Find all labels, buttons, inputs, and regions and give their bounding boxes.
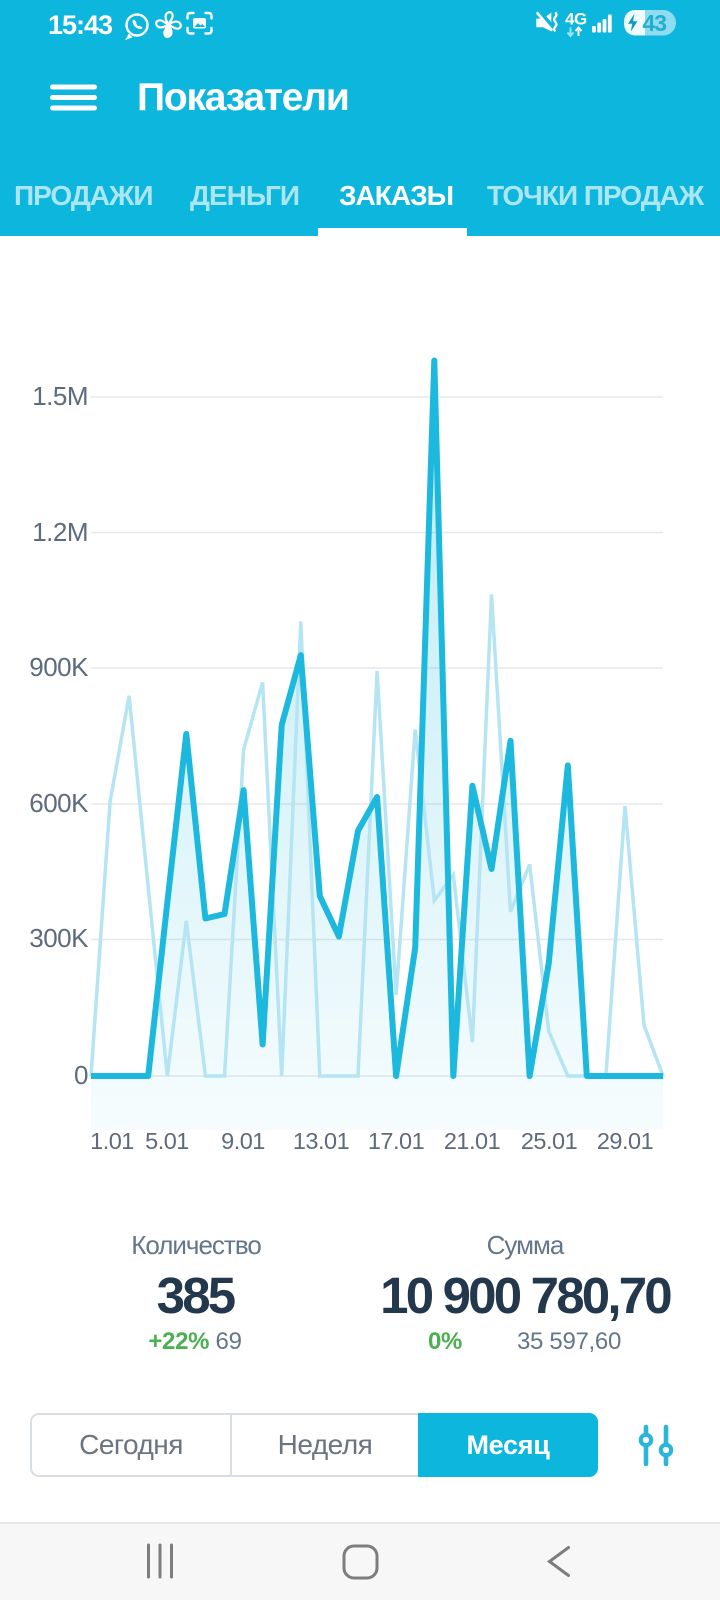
svg-text:4G: 4G	[565, 10, 587, 29]
svg-text:43: 43	[643, 10, 667, 36]
